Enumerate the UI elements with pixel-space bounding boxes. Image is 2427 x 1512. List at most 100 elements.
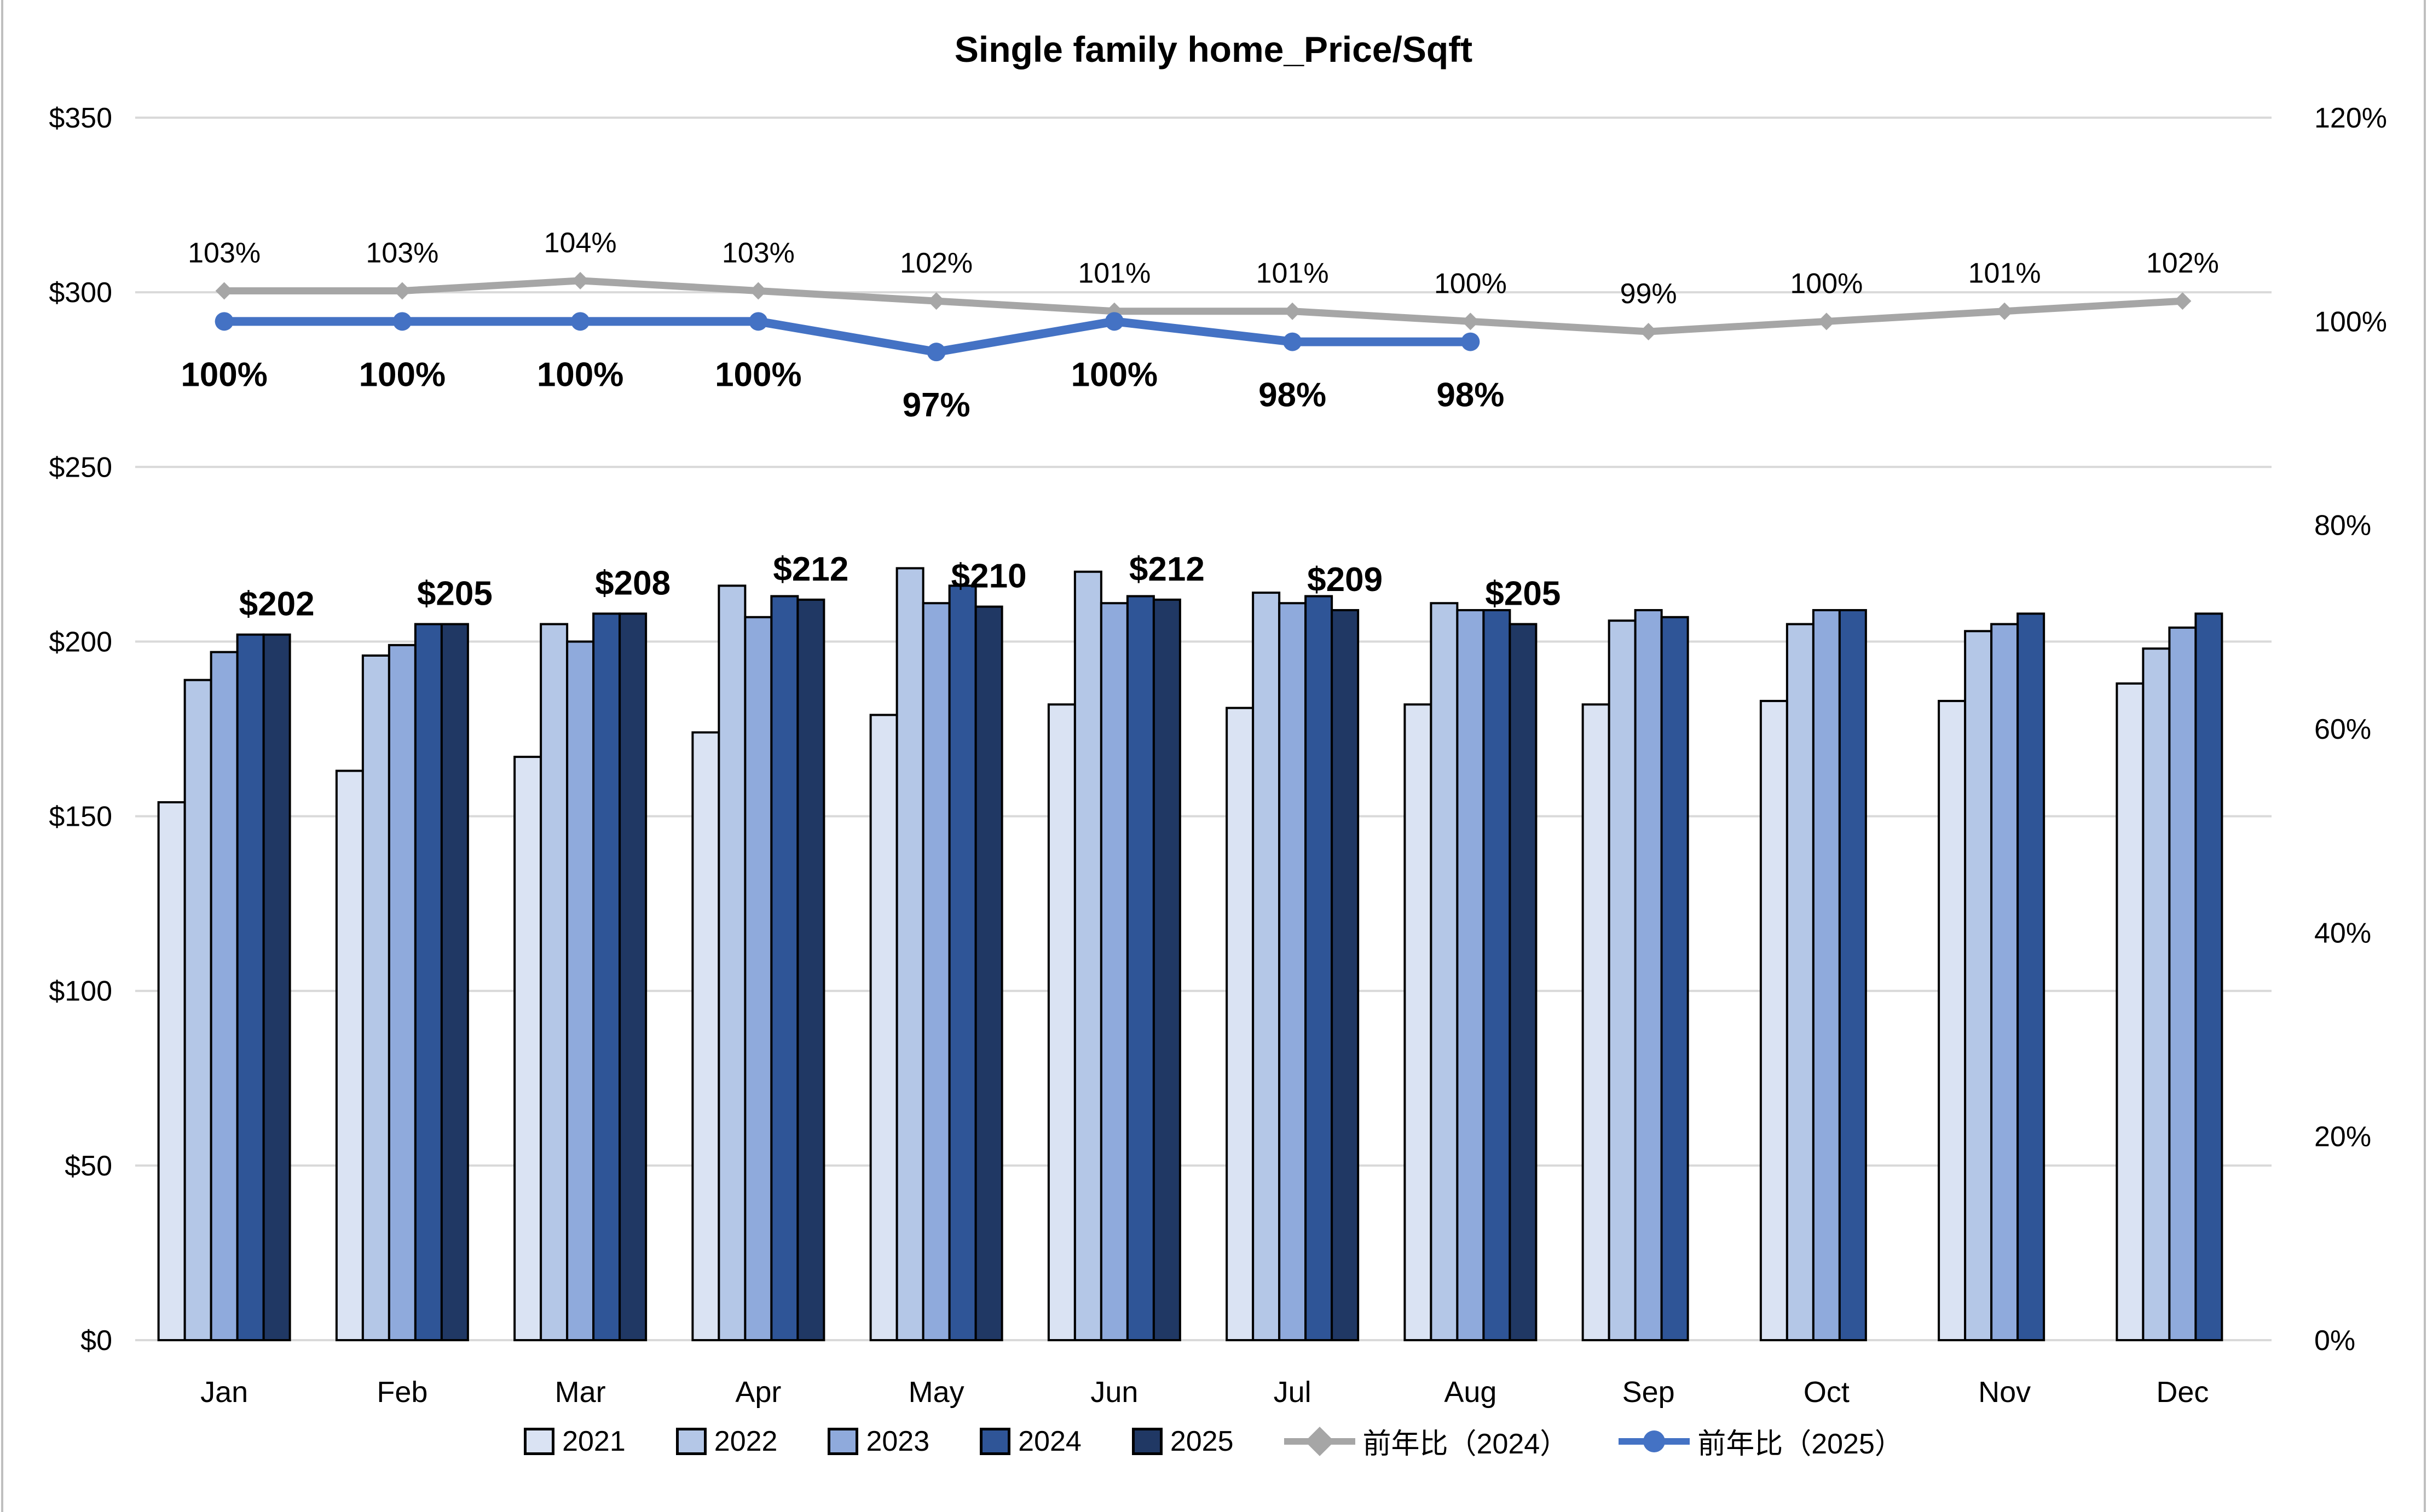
bar-2022-May xyxy=(895,567,924,1341)
diamond-marker xyxy=(927,292,945,310)
x-axis-label: Feb xyxy=(377,1376,427,1409)
legend-item-2022: 2022 xyxy=(675,1425,778,1458)
x-axis-label: Jul xyxy=(1274,1376,1311,1409)
diamond-marker xyxy=(1996,302,2014,320)
bar-data-label: $205 xyxy=(1485,575,1561,613)
bar-2022-Apr xyxy=(718,584,747,1341)
diamond-marker xyxy=(393,282,411,300)
legend: 2021 2022 2023 2024 2025 前年比（2024） 前年比（2025） xyxy=(0,1421,2427,1462)
bar-data-label: $205 xyxy=(417,575,493,613)
legend-item-前年比（2024）: 前年比（2024） xyxy=(1284,1421,1568,1462)
bar-2023-Aug xyxy=(1456,609,1485,1341)
circle-marker xyxy=(1461,332,1480,351)
bar-2024-Dec xyxy=(2194,612,2223,1341)
line-data-label: 100% xyxy=(1071,356,1158,393)
line-data-label: 97% xyxy=(903,386,970,424)
circle-marker xyxy=(749,312,768,331)
y-axis-left-tick: $150 xyxy=(49,801,112,833)
bar-2024-Feb xyxy=(414,623,443,1341)
x-axis-label: Dec xyxy=(2156,1376,2209,1409)
legend-item-2025: 2025 xyxy=(1131,1425,1234,1458)
bar-2025-Aug xyxy=(1509,623,1538,1341)
circle-marker xyxy=(392,312,412,331)
legend-line-sample xyxy=(1619,1429,1690,1454)
bar-2021-Oct xyxy=(1759,699,1788,1341)
line-data-label: 102% xyxy=(2146,247,2219,279)
bar-2024-Apr xyxy=(770,595,799,1341)
bar-data-label: $202 xyxy=(239,586,315,623)
bar-2021-May xyxy=(869,714,898,1341)
legend-item-2021: 2021 xyxy=(524,1425,626,1458)
x-axis-label: Aug xyxy=(1444,1376,1496,1409)
bar-2023-Apr xyxy=(744,616,773,1341)
line-data-label: 101% xyxy=(1256,258,1329,289)
legend-swatch-2022 xyxy=(675,1427,707,1455)
legend-swatch-2024 xyxy=(980,1427,1011,1455)
bars-2023 xyxy=(210,602,2197,1341)
line-data-label: 104% xyxy=(544,227,617,259)
bar-2023-Jan xyxy=(210,651,239,1341)
line-data-label: 98% xyxy=(1258,376,1326,414)
y-axis-left-tick: $300 xyxy=(49,277,112,309)
bar-2021-Jul xyxy=(1226,706,1255,1341)
legend-label: 2023 xyxy=(866,1425,930,1457)
bars-2021 xyxy=(157,682,2145,1342)
bar-2021-Dec xyxy=(2116,682,2145,1341)
line-前年比（2025） xyxy=(219,317,1475,357)
circle-marker xyxy=(1283,332,1302,351)
circle-marker xyxy=(571,312,590,331)
y-axis-left-tick: $200 xyxy=(49,626,112,658)
y-axis-right-tick: 60% xyxy=(2314,714,2371,745)
bar-2022-Nov xyxy=(1964,630,1993,1341)
diamond-marker xyxy=(1461,312,1480,331)
bar-2022-Dec xyxy=(2142,647,2171,1341)
y-axis-right-tick: 120% xyxy=(2314,102,2387,134)
line-data-label: 100% xyxy=(1434,268,1507,299)
diamond-marker xyxy=(1639,322,1657,340)
bar-2025-Jun xyxy=(1152,598,1181,1341)
diamond-marker xyxy=(215,282,233,300)
bar-2024-Mar xyxy=(592,612,621,1341)
x-axis-label: Sep xyxy=(1622,1376,1675,1409)
line-data-label: 102% xyxy=(900,247,973,279)
bar-2024-Sep xyxy=(1660,616,1689,1341)
line-data-label: 100% xyxy=(359,356,446,393)
bar-2023-May xyxy=(922,602,951,1341)
legend-label: 2021 xyxy=(562,1425,626,1457)
diamond-marker xyxy=(571,271,590,289)
bars-2022 xyxy=(183,567,2171,1341)
y-axis-left-tick: $350 xyxy=(49,102,112,134)
line-前年比（2024） xyxy=(221,277,2186,335)
y-axis-right-tick: 100% xyxy=(2314,306,2387,338)
diamond-marker xyxy=(749,282,767,300)
bar-2024-Jan xyxy=(236,633,265,1341)
legend-label: 2022 xyxy=(714,1425,778,1457)
bar-2023-Dec xyxy=(2168,626,2197,1341)
line-data-label: 101% xyxy=(1078,258,1151,289)
x-axis-label: Mar xyxy=(555,1376,606,1409)
bar-2024-Oct xyxy=(1838,609,1867,1341)
bar-2024-Jun xyxy=(1126,595,1155,1341)
bar-2023-Sep xyxy=(1634,609,1663,1341)
bar-2024-May xyxy=(948,584,977,1341)
y-axis-right-tick: 40% xyxy=(2314,917,2371,949)
legend-swatch-2021 xyxy=(524,1427,555,1455)
bar-2021-Feb xyxy=(335,769,364,1341)
x-axis-label: Nov xyxy=(1978,1376,2031,1409)
y-axis-left-tick: $100 xyxy=(49,976,112,1007)
bar-2021-Jan xyxy=(157,801,186,1342)
bar-2024-Jul xyxy=(1304,595,1333,1341)
circle-marker xyxy=(215,312,234,331)
legend-item-前年比（2025）: 前年比（2025） xyxy=(1619,1421,1903,1462)
bar-2022-Oct xyxy=(1785,623,1815,1341)
legend-item-2024: 2024 xyxy=(980,1425,1082,1458)
legend-label: 2025 xyxy=(1170,1425,1234,1457)
y-axis-right-tick: 80% xyxy=(2314,510,2371,542)
bar-2023-Feb xyxy=(388,644,417,1341)
line-data-label: 100% xyxy=(715,356,802,393)
bars-2024 xyxy=(236,584,2223,1341)
y-axis-left-tick: $250 xyxy=(49,451,112,483)
bar-2022-Sep xyxy=(1608,619,1637,1341)
bar-2023-Nov xyxy=(1990,623,2019,1341)
